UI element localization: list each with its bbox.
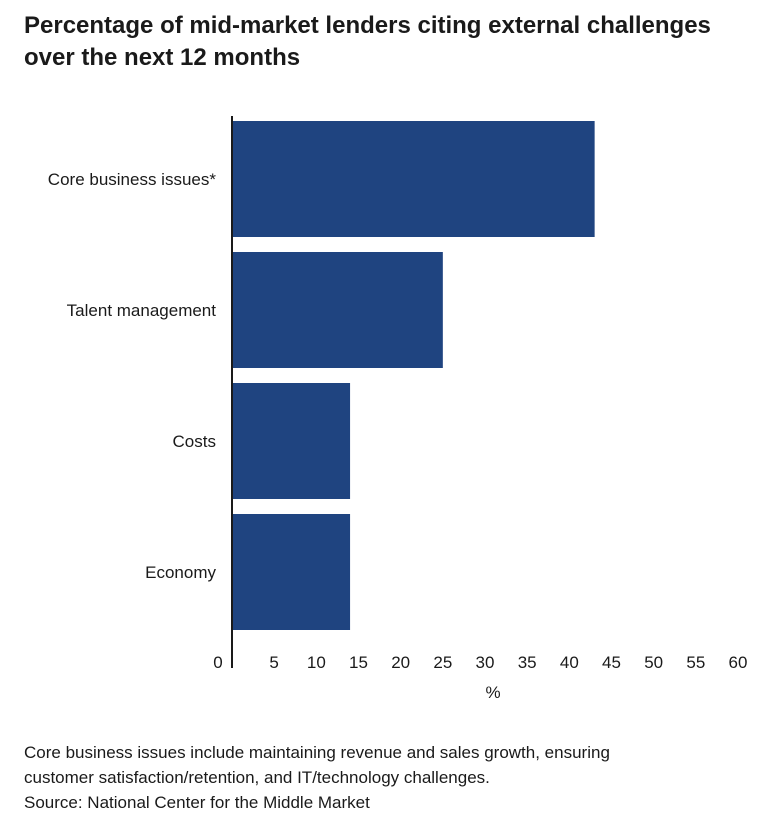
chart-notes: Core business issues include maintaining… (24, 740, 764, 815)
x-tick-label-3: 15 (349, 653, 368, 672)
category-label-2: Costs (173, 432, 216, 451)
chart-title-line-2: over the next 12 months (24, 44, 301, 71)
x-tick-label-12: 60 (729, 653, 748, 672)
x-tick-label-7: 35 (518, 653, 537, 672)
chart-title-line-1: Percentage of mid-market lenders citing … (24, 12, 711, 39)
category-label-0: Core business issues* (48, 170, 217, 189)
footnote-line-2: customer satisfaction/retention, and IT/… (24, 768, 490, 787)
footnote-line-1: Core business issues include maintaining… (24, 743, 610, 762)
source-note: Source: National Center for the Middle M… (24, 793, 370, 812)
x-tick-label-2: 10 (307, 653, 326, 672)
x-tick-label-5: 25 (433, 653, 452, 672)
x-tick-label-0: 0 (213, 653, 222, 672)
category-label-3: Economy (145, 563, 216, 582)
x-tick-label-4: 20 (391, 653, 410, 672)
x-axis-label: % (485, 683, 500, 702)
x-tick-label-6: 30 (476, 653, 495, 672)
chart-title: Percentage of mid-market lenders citing … (24, 10, 764, 74)
bar-chart: Core business issues* Talent management Co… (48, 116, 748, 702)
category-label-1: Talent management (67, 301, 217, 320)
x-tick-label-1: 5 (269, 653, 278, 672)
bar-0 (232, 121, 595, 237)
bar-2 (232, 383, 351, 499)
x-tick-label-8: 40 (560, 653, 579, 672)
bar-1 (232, 252, 443, 368)
x-tick-label-11: 55 (686, 653, 705, 672)
bar-3 (232, 514, 351, 630)
x-tick-label-9: 45 (602, 653, 621, 672)
x-tick-label-10: 50 (644, 653, 663, 672)
